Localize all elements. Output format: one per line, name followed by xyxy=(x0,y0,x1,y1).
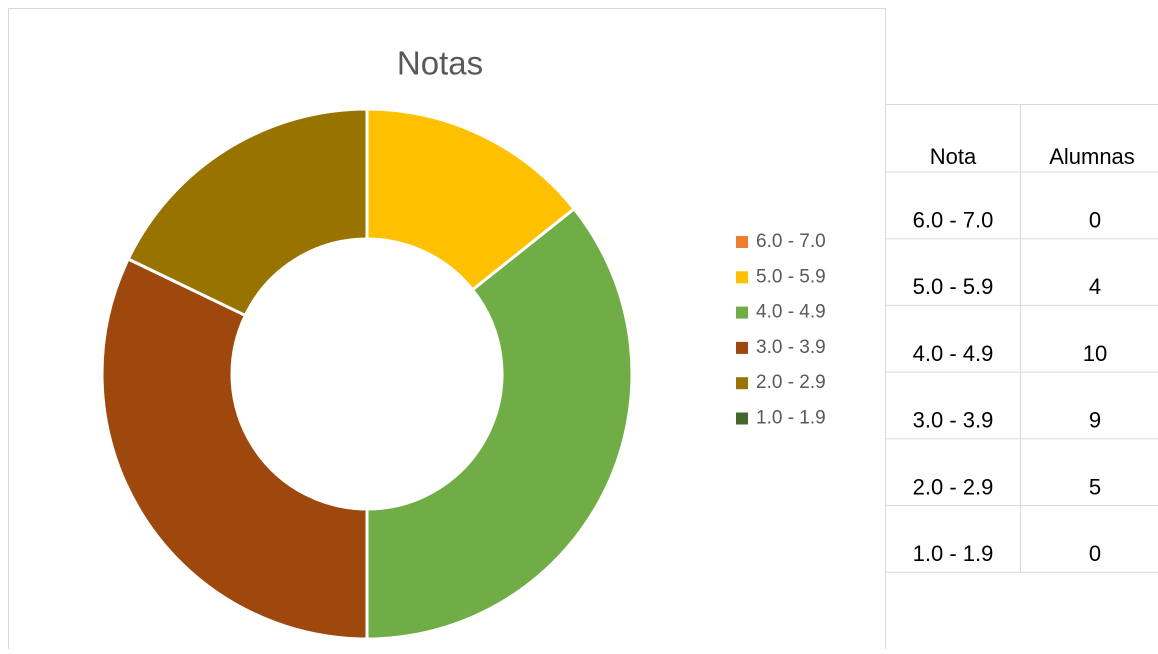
table-cell: 4.0 - 4.9 xyxy=(913,341,994,366)
table-cell: 4 xyxy=(1089,274,1101,299)
table-cell: 1.0 - 1.9 xyxy=(913,541,994,566)
legend-swatch xyxy=(736,306,748,319)
donut-slice xyxy=(100,257,369,641)
table-grid xyxy=(886,104,1158,572)
table-cell: 3.0 - 3.9 xyxy=(913,408,994,433)
legend-swatch xyxy=(736,377,748,390)
chart-title: Notas xyxy=(397,45,483,82)
table-cell: 9 xyxy=(1089,408,1101,433)
table-cell: 2.0 - 2.9 xyxy=(913,474,994,499)
donut-slice xyxy=(365,107,577,292)
legend-label: 4.0 - 4.9 xyxy=(756,302,826,323)
legend-swatch xyxy=(736,236,748,248)
donut-slice xyxy=(126,107,369,318)
table-cell: 5 xyxy=(1089,474,1101,499)
legend-swatch xyxy=(736,341,748,354)
legend-label: 2.0 - 2.9 xyxy=(756,372,826,393)
table-cell: 5.0 - 5.9 xyxy=(913,274,994,299)
table-cell: 0 xyxy=(1089,208,1101,233)
table-header: Alumnas xyxy=(1049,144,1135,169)
legend-label: 1.0 - 1.9 xyxy=(756,408,826,429)
donut-slice xyxy=(365,206,634,641)
legend-label: 5.0 - 5.9 xyxy=(756,266,826,287)
table-cell: 6.0 - 7.0 xyxy=(913,208,994,233)
legend-label: 6.0 - 7.0 xyxy=(756,231,826,252)
legend-swatch xyxy=(736,412,748,425)
table-header: Nota xyxy=(930,144,977,169)
table-cell: 0 xyxy=(1089,541,1101,566)
table-cell: 10 xyxy=(1083,341,1107,366)
legend-label: 3.0 - 3.9 xyxy=(756,337,826,358)
legend-swatch xyxy=(736,271,748,284)
